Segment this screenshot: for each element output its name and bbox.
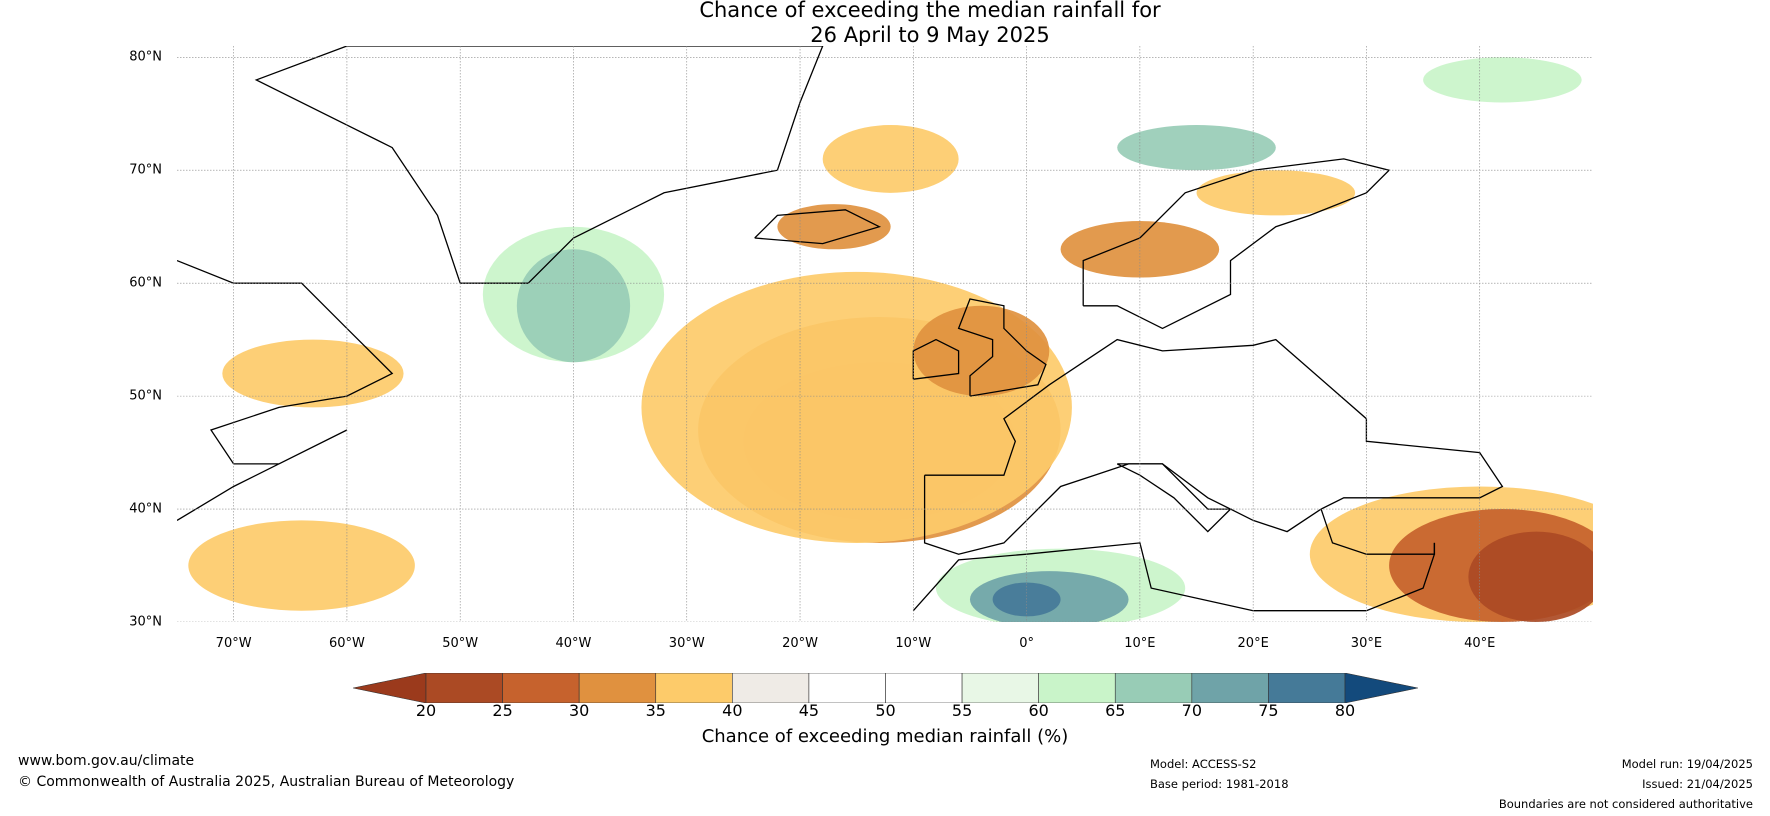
lat-label: 50°N — [129, 388, 162, 404]
colorbar-bin-40-45 — [732, 673, 810, 703]
colorbar-bin-30-35 — [578, 673, 657, 703]
lon-label: 60°W — [328, 636, 365, 651]
lat-label: 60°N — [129, 275, 162, 291]
colorbar-tick: 45 — [798, 701, 820, 720]
lat-label: 30°N — [129, 614, 162, 630]
map-title: Chance of exceeding the median rainfall … — [0, 0, 1770, 48]
lat-label: 70°N — [129, 162, 162, 178]
lon-label: 40°E — [1464, 636, 1496, 651]
colorbar-bin-55-60 — [961, 673, 1039, 703]
rainfall-region-drier-mideast-core — [1468, 531, 1593, 622]
base-period-text: Base period: 1981-2018 — [1150, 777, 1289, 791]
uk-coast — [957, 298, 1047, 397]
boundaries-note: Boundaries are not considered authoritat… — [1498, 797, 1753, 811]
colorbar-bin-70-75 — [1191, 673, 1269, 703]
colorbar-bin-50-55 — [885, 673, 963, 703]
colorbar-bin-60-65 — [1038, 673, 1116, 703]
colorbar-bin-45-50 — [808, 673, 886, 703]
rainfall-region-drier-norway — [1060, 221, 1220, 278]
rainfall-region-wetter-far-north — [1423, 57, 1582, 103]
colorbar-tick: 60 — [1028, 701, 1049, 720]
africa-coast — [912, 542, 1436, 612]
rainfall-region-drier-sweden — [1196, 170, 1356, 216]
rainfall-region-drier-labrador — [222, 339, 404, 408]
colorbar-bin-75-80 — [1268, 673, 1346, 703]
colorbar-bin-25-30 — [502, 673, 580, 703]
iceland-coast — [754, 209, 882, 245]
colorbar-bin-20-25 — [425, 673, 503, 703]
lon-label: 40°W — [555, 636, 592, 651]
lat-label: 80°N — [129, 49, 162, 65]
colorbar-tick: 65 — [1105, 701, 1126, 720]
colorbar-tick: 35 — [645, 701, 666, 720]
colorbar-tick: 20 — [415, 701, 437, 720]
colorbar-bin-65-70 — [1114, 673, 1193, 703]
colorbar-tick: 50 — [875, 701, 896, 720]
italy-coast — [1116, 463, 1233, 533]
colorbar — [353, 673, 1418, 703]
colorbar-tick: 40 — [722, 701, 743, 720]
lat-label: 40°N — [129, 501, 162, 517]
colorbar-tick: 80 — [1334, 701, 1356, 720]
model-text: Model: ACCESS-S2 — [1150, 757, 1257, 771]
lon-label: 50°W — [442, 636, 479, 651]
lon-label: 30°E — [1350, 636, 1383, 651]
colorbar-tick: 55 — [951, 701, 973, 720]
issued-text: Issued: 21/04/2025 — [1642, 777, 1753, 791]
lon-label: 70°W — [215, 636, 252, 651]
colorbar-tick: 25 — [492, 701, 513, 720]
title-line-2: 26 April to 9 May 2025 — [810, 23, 1050, 47]
lon-label: 0° — [1019, 636, 1034, 651]
rainfall-region-wetter-greenland — [516, 249, 631, 363]
europe-coast — [923, 338, 1504, 555]
colorbar-tick: 75 — [1258, 701, 1279, 720]
colorbar-bin-35-40 — [655, 673, 733, 703]
website-link[interactable]: www.bom.gov.au/climate — [18, 753, 195, 769]
title-line-1: Chance of exceeding the median rainfall … — [699, 0, 1161, 22]
lon-label: 30°W — [668, 636, 705, 651]
scandinavia-coast — [1082, 158, 1391, 330]
rainfall-region-wetter-barents — [1117, 125, 1276, 171]
colorbar-max-extension — [1344, 673, 1418, 703]
rainfall-region-drier-norwegian-sea — [822, 125, 959, 193]
lon-label: 20°W — [782, 636, 818, 651]
greenland-coast — [254, 46, 824, 284]
colorbar-label: Chance of exceeding median rainfall (%) — [701, 726, 1069, 747]
rainfall-region-drier-iceland — [777, 204, 891, 250]
rainfall-region-drier-uk — [913, 305, 1050, 397]
rainfall-region-drier-subtropical-west — [188, 520, 415, 611]
model-run-text: Model run: 19/04/2025 — [1621, 757, 1753, 771]
lon-label: 20°E — [1237, 636, 1269, 651]
copyright-text: © Commonwealth of Australia 2025, Austra… — [18, 774, 515, 790]
lon-label: 10°E — [1124, 636, 1156, 651]
lon-label: 10°W — [895, 636, 932, 651]
colorbar-tick: 30 — [568, 701, 590, 720]
map-panel — [177, 46, 1593, 622]
rainfall-map — [177, 46, 1593, 622]
colorbar-tick: 70 — [1181, 701, 1203, 720]
labrador-coast — [177, 259, 394, 521]
colorbar-min-extension — [353, 673, 427, 703]
